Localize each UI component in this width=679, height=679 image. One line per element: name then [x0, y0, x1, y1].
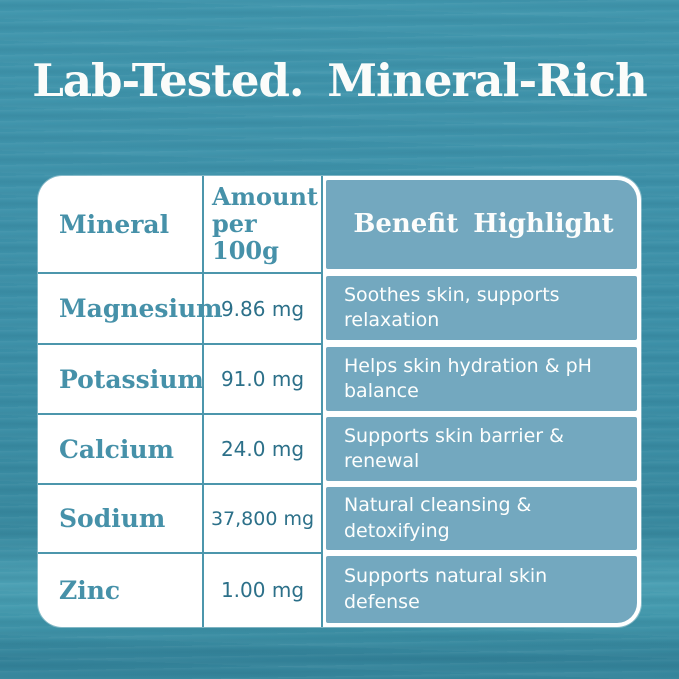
column-divider — [321, 176, 323, 627]
mineral-name: Magnesium — [59, 294, 223, 323]
amount-value: 24.0 mg — [220, 437, 305, 461]
mineral-name: Zinc — [59, 575, 121, 605]
benefit-text: Supports natural skin defense — [326, 556, 637, 623]
row-divider — [38, 552, 323, 554]
mineral-name: Calcium — [59, 434, 174, 464]
page-title: Lab-Tested. Mineral-Rich — [32, 54, 648, 107]
benefit-text: Helps skin hydration & pH balance — [326, 347, 637, 411]
mineral-table: Mineral Amount per 100g Benefit Highligh… — [38, 176, 641, 627]
amount-column-header: Amount per 100g — [203, 176, 322, 273]
row-divider — [38, 483, 323, 485]
mineral-name: Sodium — [59, 504, 166, 533]
row-divider — [38, 413, 323, 415]
benefit-text: Supports skin barrier & renewal — [326, 417, 637, 481]
column-divider — [202, 176, 204, 627]
amount-value: 9.86 mg — [220, 296, 305, 321]
mineral-column-header: Mineral — [59, 210, 170, 239]
amount-value: 1.00 mg — [220, 578, 305, 602]
row-divider — [38, 272, 323, 274]
amount-header-line2: per 100g — [212, 209, 279, 265]
benefit-column-header: Benefit Highlight — [326, 180, 637, 269]
amount-value: 91.0 mg — [220, 367, 305, 391]
row-divider — [38, 343, 323, 345]
amount-value: 37,800 mg — [210, 507, 315, 530]
benefit-text: Natural cleansing & detoxifying — [326, 487, 637, 550]
mineral-name: Potassium — [59, 364, 204, 394]
amount-header-line1: Amount — [212, 182, 319, 212]
benefit-text: Soothes skin, supports relaxation — [326, 276, 637, 340]
